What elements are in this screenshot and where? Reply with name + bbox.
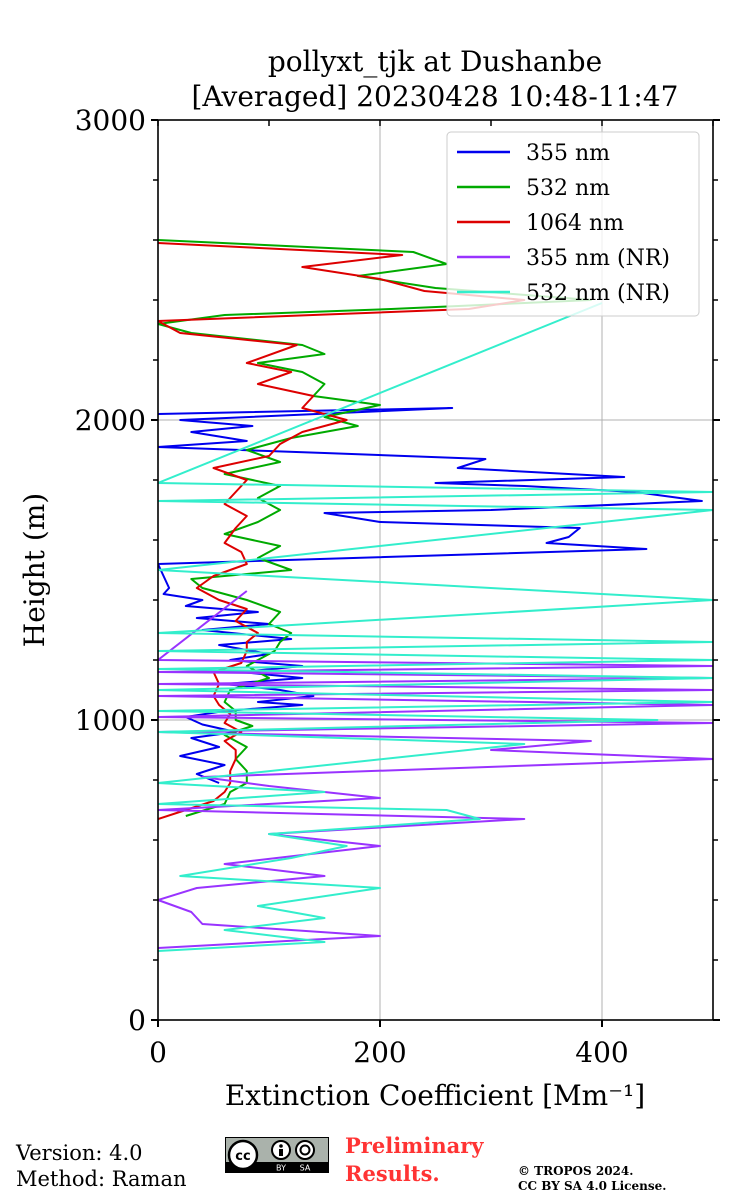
series-line-0 (158, 407, 703, 784)
x-axis-label: Extinction Coefficient [Mm⁻¹] (225, 1079, 645, 1112)
cc-icon (227, 1139, 259, 1171)
version-info: Version: 4.0 Method: Raman (16, 1140, 187, 1192)
series-layer (158, 239, 713, 952)
cc-badge-by: BY (276, 1164, 286, 1173)
axis-ticks: 0 200 400 0 1000 2000 3000 (75, 104, 720, 1069)
x-tick-label: 0 (149, 1036, 167, 1069)
cc-license-badge: cc BY SA (225, 1137, 329, 1173)
preliminary-notice: Preliminary Results. (345, 1132, 484, 1188)
x-tick-label: 400 (575, 1036, 628, 1069)
cc-badge-sa: SA (300, 1164, 311, 1173)
version-text: Version: 4.0 (16, 1141, 143, 1165)
x-tick-label: 200 (353, 1036, 406, 1069)
copyright-line2: CC BY SA 4.0 License. (518, 1179, 667, 1193)
copyright-notice: © TROPOS 2024. CC BY SA 4.0 License. (518, 1164, 666, 1194)
legend-box (446, 131, 700, 317)
sa-icon (295, 1140, 315, 1160)
svg-text:cc: cc (235, 1149, 250, 1164)
legend-label-355-nr: 355 nm (NR) (526, 246, 670, 271)
preliminary-line1: Preliminary (345, 1133, 484, 1158)
chart-title-line1: pollyxt_tjk at Dushanbe (268, 45, 602, 78)
series-line-3 (158, 590, 713, 949)
legend-label-1064: 1064 nm (526, 211, 624, 236)
plot-frame (157, 119, 714, 1021)
method-text: Method: Raman (16, 1167, 187, 1191)
y-tick-label: 0 (128, 1004, 146, 1037)
y-tick-label: 1000 (75, 704, 146, 737)
y-tick-label: 2000 (75, 404, 146, 437)
y-tick-label: 3000 (75, 104, 146, 137)
legend-label-355: 355 nm (526, 141, 610, 166)
legend-label-532: 532 nm (526, 176, 610, 201)
legend: 355 nm 532 nm 1064 nm 355 nm (NR) 532 nm… (446, 131, 700, 317)
legend-label-532-nr: 532 nm (NR) (526, 281, 670, 306)
y-axis-label: Height (m) (18, 493, 51, 647)
chart-title-line2: [Averaged] 20230428 10:48-11:47 (192, 80, 679, 113)
series-line-1 (158, 239, 592, 817)
preliminary-line2: Results. (345, 1161, 440, 1186)
series-line-4 (158, 302, 713, 952)
copyright-line1: © TROPOS 2024. (518, 1164, 634, 1178)
